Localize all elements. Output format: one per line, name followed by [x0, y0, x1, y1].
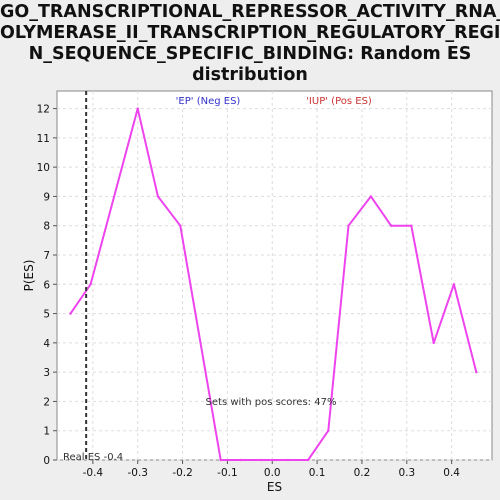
grid — [57, 91, 492, 461]
x-axis-title: ES — [267, 480, 282, 494]
data-point — [306, 458, 310, 462]
series-layer — [69, 107, 478, 462]
x-tick-label: 0.4 — [443, 467, 460, 479]
chart-title-line: distribution — [192, 65, 308, 85]
x-tick-label: 0.3 — [398, 467, 415, 479]
y-tick-label: 2 — [43, 396, 50, 408]
y-tick-label: 4 — [43, 338, 50, 350]
data-point — [69, 312, 72, 315]
x-tick-label: 0.0 — [264, 467, 281, 479]
data-point — [347, 224, 350, 227]
data-point — [432, 341, 435, 345]
data-point — [452, 283, 456, 286]
y-tick-label: 3 — [43, 367, 50, 379]
data-point — [136, 107, 139, 110]
series-line — [69, 107, 478, 461]
data-point — [239, 458, 243, 462]
y-tick-label: 1 — [43, 426, 50, 438]
y-tick-label: 0 — [43, 455, 50, 467]
x-tick-label: -0.3 — [127, 467, 148, 479]
data-point — [475, 370, 478, 374]
annotations: 'EP' (Neg ES) 'IUP' (Pos ES) Sets with pos… — [63, 91, 372, 463]
data-point — [286, 458, 290, 462]
plot-area — [56, 90, 493, 461]
y-tick-label: 10 — [37, 162, 50, 174]
y-tick-label: 7 — [43, 250, 50, 262]
y-tick-label: 9 — [43, 191, 50, 203]
data-point — [410, 224, 413, 227]
data-point — [179, 224, 182, 227]
pos-scores-label: Sets with pos scores: 47% — [206, 397, 337, 408]
y-axis-title: P(ES) — [22, 260, 36, 292]
data-point — [156, 195, 160, 198]
neg-es-label: 'EP' (Neg ES) — [176, 96, 241, 107]
y-tick-label: 6 — [43, 279, 50, 291]
y-tick-label: 11 — [37, 133, 50, 145]
y-tick-label: 8 — [43, 221, 50, 233]
chart-title-line: OLYMERASE_II_TRANSCRIPTION_REGULATORY_RE… — [0, 23, 500, 43]
pos-es-label: 'IUP' (Pos ES) — [306, 96, 372, 107]
x-tick-label: -0.4 — [83, 467, 104, 479]
x-tick-label: 0.1 — [309, 467, 326, 479]
data-point — [389, 224, 393, 227]
data-point — [89, 283, 92, 286]
chart-title-line: N_SEQUENCE_SPECIFIC_BINDING: Random ES — [28, 44, 472, 64]
chart-title: GO_TRANSCRIPTIONAL_REPRESSOR_ACTIVITY_RN… — [0, 2, 500, 86]
y-tick-label: 12 — [37, 104, 50, 116]
data-point — [259, 458, 263, 462]
chart-title-line: GO_TRANSCRIPTIONAL_REPRESSOR_ACTIVITY_RN… — [0, 2, 500, 22]
data-point — [219, 458, 222, 462]
real-es-label: Real ES -0.4 — [63, 452, 123, 463]
x-tick-label: -0.2 — [172, 467, 193, 479]
x-tick-label: 0.2 — [354, 467, 371, 479]
y-tick-label: 5 — [43, 309, 50, 321]
data-point — [327, 429, 330, 432]
x-tick-label: -0.1 — [217, 467, 238, 479]
data-point — [369, 195, 373, 198]
